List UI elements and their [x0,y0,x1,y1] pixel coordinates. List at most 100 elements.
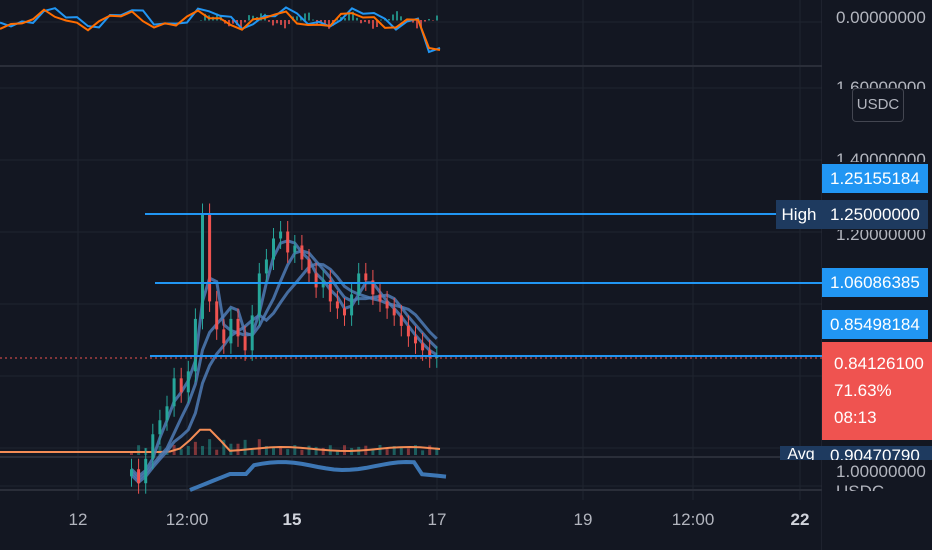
oscillator-line [189,459,447,492]
high-line-label: High [776,200,822,229]
macd-histogram-bar [272,20,274,26]
macd-histogram-bar [268,20,270,22]
macd-histogram-bar [372,20,374,29]
price-level-lines [0,213,822,359]
volume-bar [286,449,290,455]
candle-body [264,259,268,274]
volume-bar [414,445,417,455]
lower-oscillator [189,459,447,492]
signal-line [0,8,441,51]
macd-histogram-bar [216,13,218,21]
time-label: 19 [573,510,593,529]
scale-label-cut-mid: 1.40000000 [836,150,926,162]
macd-histogram-bar [400,16,402,21]
volume-bar [186,446,190,455]
candle-body [130,469,133,477]
scale-label-cut-top: 1.60000000 [836,78,926,89]
candle-body [428,350,432,358]
candle-body [272,238,275,260]
macd-histogram-bar [432,20,434,21]
candle-body [414,336,417,344]
currency-badge[interactable]: USDC [852,88,904,122]
macd-histogram-bar [252,15,254,21]
moving-average [130,249,438,482]
macd-histogram-bar [376,20,378,28]
candle-body [158,420,162,435]
candle-body [137,469,141,484]
candle-body [215,301,219,330]
candle-body [229,318,233,344]
candle-body [293,245,297,253]
volume-bar [300,449,304,455]
macd-histogram-bar [276,20,278,24]
candle-body [279,231,283,239]
macd-histogram-bar [328,20,330,29]
macd-histogram-bar [380,19,382,21]
volume-bar [321,447,325,455]
macd-histogram-bar [416,20,418,29]
macd-histogram-bar [352,11,354,21]
candle-body [314,273,318,288]
macd-histogram-bar [360,20,362,24]
volume-bar [257,439,261,455]
time-label: 17 [427,510,447,529]
macd-histogram-bar [300,17,302,21]
macd-histogram-bar [260,13,262,21]
volume-bar [222,439,226,455]
macd-histogram-bar [356,17,358,21]
macd-histogram-bar [296,16,298,21]
macd-line [0,6,441,54]
candle-body [186,371,190,393]
volume-bar [272,446,275,455]
time-label: 22 [790,510,810,529]
volume-bar [335,450,339,455]
macd-histogram-bar [312,19,314,21]
avg-line-label: Avg [780,446,822,460]
last-price-tag: 0.84126100 71.63% 08:13 [822,342,932,440]
macd-histogram-bar [388,18,390,21]
macd-histogram-bar [364,20,366,23]
macd-histogram-bar [244,20,246,23]
moving-average-lines [130,239,438,485]
candle-body [406,325,410,337]
volume-bar [293,445,297,455]
grid-lines [0,0,822,550]
volume-bar [307,445,311,455]
macd-histogram-bar [284,20,286,29]
scale-label-120: 1.20000000 [836,230,926,244]
macd-zero-label: 0.00000000 [836,8,926,27]
time-label: 15 [282,510,302,529]
macd-histogram-bar [240,20,242,28]
volume-bar [158,445,162,455]
avg-price-tag: 0.90470790 [822,446,932,460]
time-label: 12:00 [165,510,209,529]
candle-body [144,458,148,484]
volume-bar [264,445,268,455]
candle-body [243,336,247,351]
chart-pane[interactable] [0,0,822,550]
last-price-value: 0.84126100 [834,354,924,373]
volume-bar [137,445,141,455]
candle-body [335,301,339,309]
macd-histogram-bar [344,18,346,21]
candle-body [165,406,169,421]
candle-body [392,308,396,316]
volume-bar [208,439,212,455]
macd-histogram-bar [308,12,310,21]
macd-histogram-bar [320,20,322,23]
volume-bar [243,439,247,455]
candle-body [201,214,204,319]
volume-bar [399,446,403,455]
candle-body [343,308,346,316]
volume-bar [406,448,410,455]
macd-histogram-bar [436,15,438,21]
volume-bar [378,445,382,455]
macd-histogram-bar [428,18,430,21]
price-tag-upper: 1.25155184 [822,164,928,193]
candle-body [371,280,375,295]
high-price-tag: 1.25000000 [822,200,928,229]
candle-body [151,434,155,459]
volume-bar [250,449,254,455]
scale-label-bottom: 1.00000000 [836,462,926,481]
chart-canvas[interactable] [0,0,822,550]
